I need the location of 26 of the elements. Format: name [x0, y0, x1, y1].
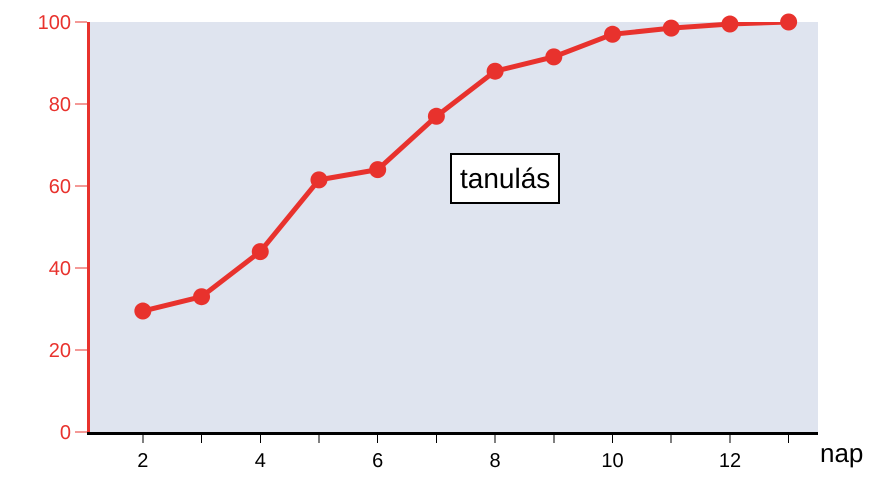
y-tick-label: 0 — [60, 422, 71, 444]
x-tick-label: 6 — [372, 450, 384, 472]
x-axis-title: nap — [820, 438, 864, 468]
x-tick-label: 8 — [490, 450, 501, 472]
point — [721, 16, 738, 33]
y-tick-label: 40 — [48, 258, 71, 280]
y-tick-label: 100 — [38, 12, 71, 34]
point — [193, 288, 210, 306]
point — [486, 62, 504, 80]
y-tick-label: 80 — [48, 94, 71, 116]
y-tick-label: 60 — [48, 176, 71, 198]
point — [310, 171, 328, 188]
y-tick-label: 20 — [48, 340, 71, 362]
x-tick-label: 12 — [718, 450, 742, 472]
point — [134, 302, 152, 320]
x-tick-label: 4 — [254, 450, 266, 472]
point — [604, 26, 622, 43]
point — [369, 161, 386, 178]
annotation: tanulás — [460, 163, 550, 194]
point — [780, 14, 798, 30]
x-tick-label: 2 — [137, 450, 148, 472]
point — [545, 48, 562, 66]
point — [428, 108, 445, 125]
point — [252, 243, 269, 260]
x-tick-label: 10 — [601, 450, 624, 472]
point — [662, 20, 680, 37]
